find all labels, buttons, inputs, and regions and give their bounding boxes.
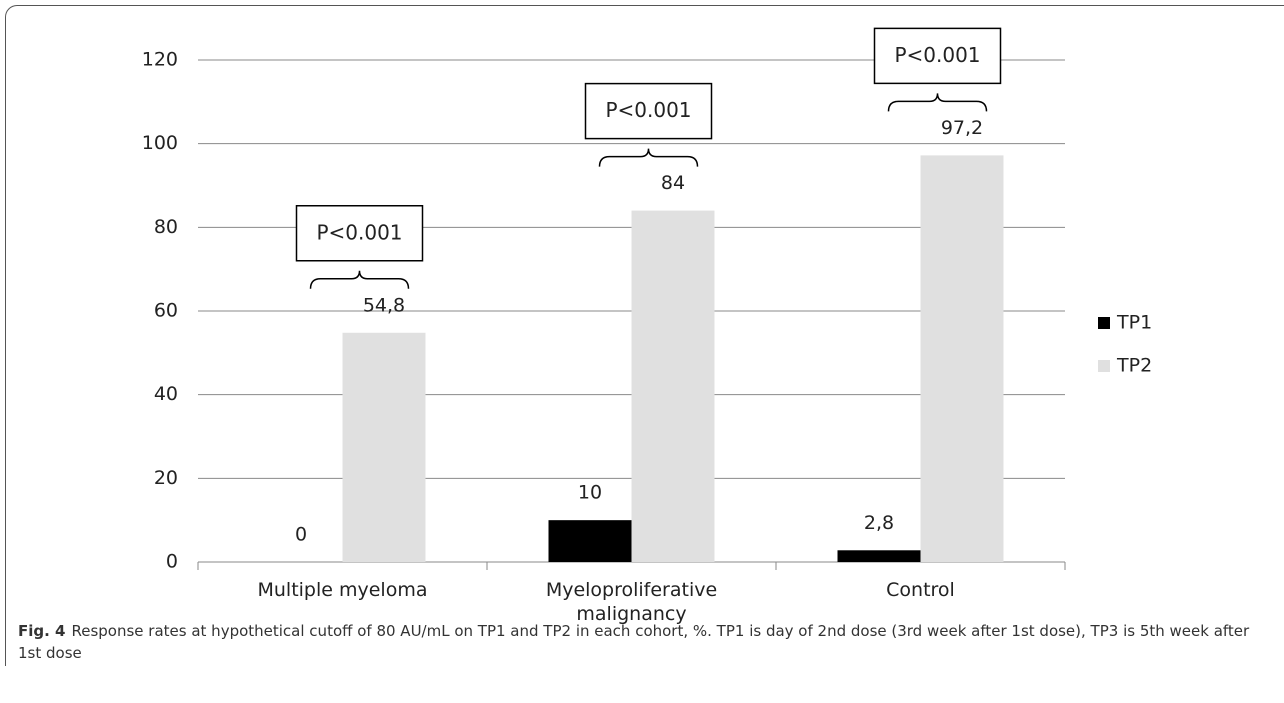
annotation-box [873,27,1002,85]
data-label: 0 [295,524,307,546]
x-tick-label: Multiple myeloma [257,579,428,601]
y-tick-label: 20 [154,467,178,489]
bar [837,550,921,562]
legend-swatch [1098,317,1110,329]
caption-label: Fig. 4 [18,622,66,640]
caption: Fig. 4 Response rates at hypothetical cut… [18,620,1268,664]
bar [631,210,715,562]
x-tick-label: Myeloproliferative malignancy [545,579,718,625]
annotation-box [295,205,424,262]
y-tick-label: 0 [166,551,178,573]
y-tick-label: 80 [154,216,178,238]
legend-swatch [1098,360,1110,372]
bar [548,520,632,562]
brace [309,270,410,289]
figure-frame [5,5,1284,666]
data-label: 10 [578,482,602,504]
y-tick-label: 40 [154,383,178,405]
bar [920,155,1004,562]
data-label: 84 [661,172,685,194]
data-label: 54,8 [363,294,405,316]
legend-label: TP2 [1116,355,1152,377]
caption-text: Response rates at hypothetical cutoff of… [18,622,1250,662]
y-tick-label: 100 [142,132,178,154]
annotation: P<0.001 [894,43,980,67]
data-label: 2,8 [864,512,894,534]
annotation-box [584,82,713,140]
annotation: P<0.001 [605,98,691,122]
legend-label: TP1 [1116,312,1152,334]
y-tick-label: 60 [154,300,178,322]
annotation: P<0.001 [316,220,402,244]
x-tick-label: Control [886,579,955,601]
bar [342,332,426,562]
y-tick-label: 120 [142,49,178,71]
brace [887,93,988,112]
data-label: 97,2 [941,117,983,139]
brace [598,148,699,167]
